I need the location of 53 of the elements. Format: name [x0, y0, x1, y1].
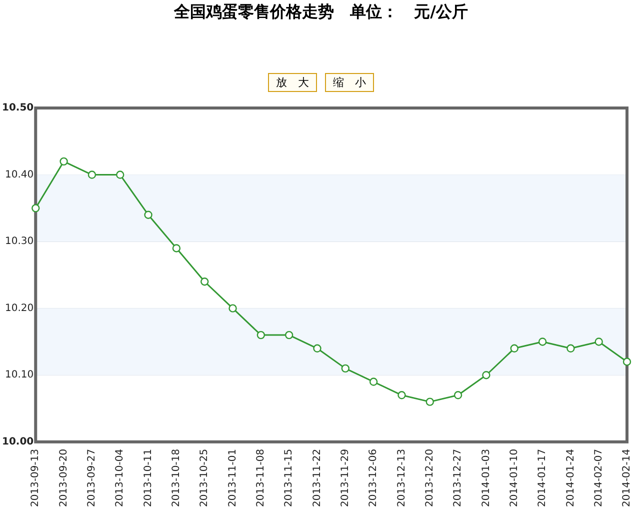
point — [566, 344, 575, 352]
point — [398, 391, 406, 400]
point — [454, 391, 462, 400]
point — [313, 344, 322, 352]
x-tick-label: 2013-10-04 — [114, 448, 126, 508]
text: 缩 小 — [325, 73, 374, 92]
point — [88, 170, 96, 179]
chart-title: 全国鸡蛋零售价格走势 单位： 元/公斤 — [172, 2, 469, 23]
x-tick-label: 2013-11-01 — [227, 448, 238, 508]
point — [172, 244, 181, 252]
y-tick-label: 10.50 — [2, 102, 34, 114]
point — [369, 378, 378, 386]
x-tick-label: 2013-11-08 — [256, 448, 267, 508]
x-tick-label: 2014-01-24 — [565, 448, 576, 508]
x-tick-label: 2013-09-13 — [30, 448, 42, 508]
point — [622, 358, 632, 366]
x-tick-label: 2013-11-29 — [340, 448, 351, 508]
x-tick-label: 2013-10-11 — [142, 448, 154, 508]
point — [426, 398, 434, 406]
x-tick-label: 2014-01-03 — [480, 448, 492, 508]
x-tick-label: 2013-09-20 — [58, 448, 70, 508]
point — [341, 364, 350, 373]
y-tick-label: 10.30 — [4, 236, 34, 248]
y-tick-label: 10.10 — [4, 370, 34, 381]
x-tick-label: 2013-12-20 — [424, 448, 436, 508]
x-tick-label: 2013-11-22 — [312, 448, 323, 508]
x-tick-label: 2013-12-13 — [396, 448, 408, 508]
x-tick-label: 2014-02-07 — [593, 448, 604, 508]
y-tick-label: 10.40 — [4, 169, 34, 180]
text: 放 大 — [268, 73, 317, 92]
y-tick-label: 10.20 — [4, 302, 34, 314]
x-tick-label: 2013-11-15 — [284, 448, 295, 508]
y-tick-label: 10.00 — [2, 436, 34, 448]
x-tick-label: 2014-01-17 — [537, 448, 548, 508]
x-tick-label: 2014-02-14 — [622, 448, 633, 508]
point — [538, 338, 547, 346]
point — [228, 304, 237, 312]
point — [256, 330, 266, 340]
point — [116, 170, 124, 179]
point — [510, 344, 518, 352]
point — [594, 338, 603, 346]
x-tick-label: 2014-01-10 — [508, 448, 520, 508]
point — [200, 278, 209, 286]
point — [60, 157, 68, 166]
x-tick-label: 2013-09-27 — [86, 448, 98, 508]
x-tick-label: 2013-10-25 — [199, 448, 210, 508]
x-tick-label: 2013-12-06 — [368, 448, 380, 508]
x-tick-label: 2013-10-18 — [171, 448, 182, 508]
point — [32, 204, 40, 212]
point — [144, 210, 152, 219]
point — [284, 330, 294, 340]
point — [482, 371, 490, 380]
x-tick-label: 2013-12-27 — [452, 448, 464, 508]
